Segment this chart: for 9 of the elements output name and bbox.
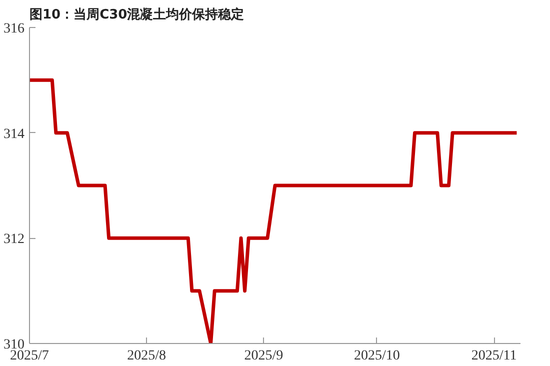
y-tick-label: 314	[4, 126, 24, 142]
x-tick-label: 2025/9	[244, 348, 284, 364]
x-tick-label: 2025/7	[10, 348, 49, 364]
x-tick-label: 2025/10	[354, 348, 400, 364]
y-tick-label: 316	[4, 22, 24, 36]
x-tick-label: 2025/11	[471, 348, 517, 364]
y-tick-label: 312	[4, 232, 24, 248]
x-tick-label: 2025/8	[127, 348, 166, 364]
chart-title: 图10：当周C30混凝土均价保持稳定	[30, 6, 244, 22]
